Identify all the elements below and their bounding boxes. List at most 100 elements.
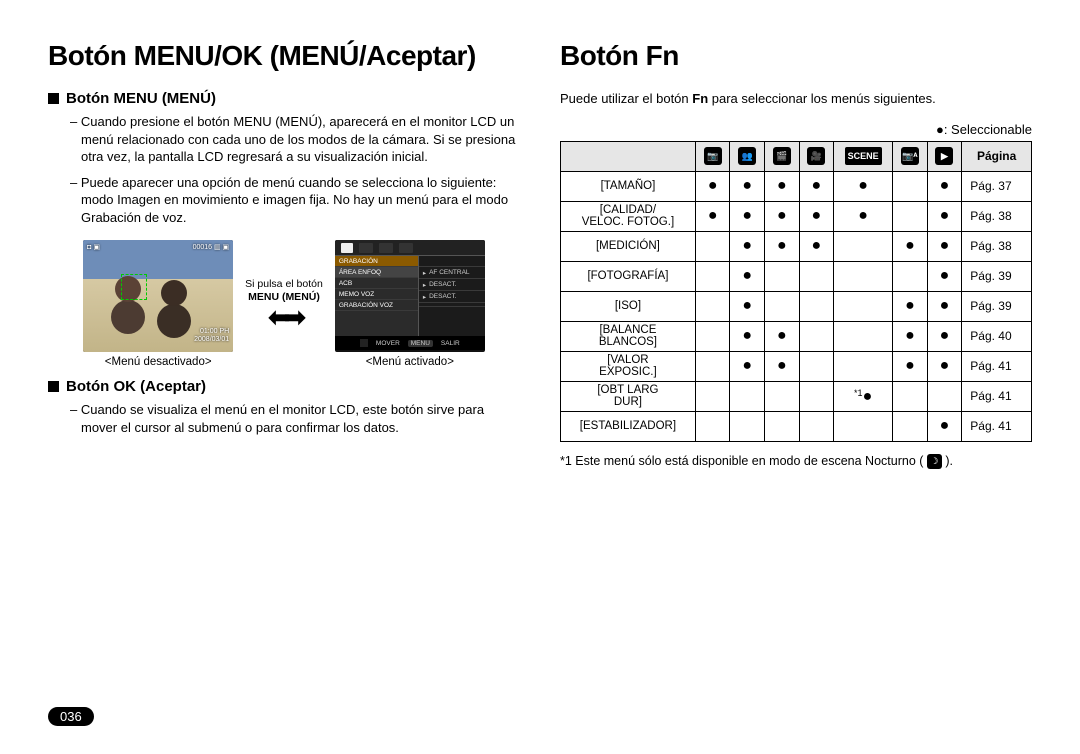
fn-cell: ●: [765, 201, 800, 231]
menu-row: ÁREA ENFOQ: [335, 267, 418, 278]
fn-page-cell: Pág. 41: [962, 381, 1032, 411]
fn-cell: [799, 321, 834, 351]
camera-icon: 📷: [704, 147, 722, 165]
fn-row-name: [VALOREXPOSIC.]: [561, 351, 696, 381]
fn-row: [CALIDAD/VELOC. FOTOG.]●●●●●●Pág. 38: [561, 201, 1032, 231]
left-title: Botón MENU/OK (MENÚ/Aceptar): [48, 40, 520, 72]
fn-cell: [695, 291, 730, 321]
fn-cell: [834, 261, 893, 291]
fn-cell: ●: [765, 171, 800, 201]
fn-row: [MEDICIÓN]●●●●●Pág. 38: [561, 231, 1032, 261]
movie-icon: 🎬: [773, 147, 791, 165]
dual-icon: 👥: [738, 147, 756, 165]
fn-mode-auto: 📷: [695, 141, 730, 171]
menu-header: [335, 240, 485, 256]
camera-tab-icon: [341, 243, 353, 253]
fn-cell: ●: [893, 291, 928, 321]
fn-row: [OBT LARGDUR]*1●Pág. 41: [561, 381, 1032, 411]
fn-cell: [893, 261, 928, 291]
page-number: 036: [48, 707, 94, 726]
menu-row: GRABACIÓN VOZ: [335, 300, 418, 311]
fn-cell: [695, 381, 730, 411]
fn-page-cell: Pág. 41: [962, 411, 1032, 441]
fn-mode-asr: 📷ᴬ: [893, 141, 928, 171]
lcd-top-right: 00016 ▥ ▣: [193, 243, 230, 251]
fn-row-name: [MEDICIÓN]: [561, 231, 696, 261]
menu-left-list: GRABACIÓN ÁREA ENFOQ ACB MEMO VOZ GRABAC…: [335, 256, 419, 336]
fn-table: 📷 👥 🎬 🎥 SCENE 📷ᴬ ▶ Página [TAMAÑO]●●●●●●…: [560, 141, 1032, 442]
menu-row: ACB: [335, 278, 418, 289]
lcd-on-block: GRABACIÓN ÁREA ENFOQ ACB MEMO VOZ GRABAC…: [335, 240, 485, 368]
fn-cell: [799, 351, 834, 381]
fn-cell: [834, 321, 893, 351]
menu-right-row: ▸DESACT.: [419, 279, 485, 291]
fn-cell: ●: [893, 231, 928, 261]
fn-mode-play: ▶: [927, 141, 962, 171]
fn-header-blank: [561, 141, 696, 171]
menu-title-row: GRABACIÓN: [335, 256, 418, 267]
fn-cell: ●: [927, 201, 962, 231]
fn-row-name: [OBT LARGDUR]: [561, 381, 696, 411]
fn-cell: [730, 381, 765, 411]
fn-cell: ●: [799, 201, 834, 231]
menu-tab-icon: [379, 243, 393, 253]
lcd-overlay: ◘ ▣ 00016 ▥ ▣ 01:00 PH 2008/03/01: [83, 240, 233, 352]
fn-cell: ●: [893, 321, 928, 351]
fn-mode-movie: 🎬: [765, 141, 800, 171]
manual-page: Botón MENU/OK (MENÚ/Aceptar) Botón MENU …: [48, 40, 1032, 469]
fn-table-body: [TAMAÑO]●●●●●●Pág. 37[CALIDAD/VELOC. FOT…: [561, 171, 1032, 441]
fn-row: [BALANCEBLANCOS]●●●●Pág. 40: [561, 321, 1032, 351]
fn-row-name: [ESTABILIZADOR]: [561, 411, 696, 441]
fn-cell: ●: [765, 321, 800, 351]
lcd-time: 01:00 PH: [194, 328, 229, 336]
lcd-menu-off: ◘ ▣ 00016 ▥ ▣ 01:00 PH 2008/03/01: [83, 240, 233, 352]
lcd-off-caption: <Menú desactivado>: [83, 356, 233, 368]
fn-mode-video: 🎥: [799, 141, 834, 171]
fn-cell: [799, 291, 834, 321]
lcd-menu-on: GRABACIÓN ÁREA ENFOQ ACB MEMO VOZ GRABAC…: [335, 240, 485, 352]
fn-header-page: Página: [962, 141, 1032, 171]
fn-cell: [834, 231, 893, 261]
fn-cell: [893, 201, 928, 231]
fn-cell: [695, 231, 730, 261]
fn-cell: ●: [730, 171, 765, 201]
fn-cell: ●: [927, 231, 962, 261]
fn-cell: [695, 351, 730, 381]
fn-cell: ●: [799, 171, 834, 201]
fn-intro: Puede utilizar el botón Fn para seleccio…: [560, 90, 1032, 108]
between-labels: Si pulsa el botón MENU (MENÚ) ⬅➡: [245, 278, 323, 330]
lcd-on-caption: <Menú activado>: [335, 356, 485, 368]
fn-header-row: 📷 👥 🎬 🎥 SCENE 📷ᴬ ▶ Página: [561, 141, 1032, 171]
fn-page-cell: Pág. 40: [962, 321, 1032, 351]
fn-cell: ●: [927, 291, 962, 321]
fn-page-cell: Pág. 39: [962, 261, 1032, 291]
fn-cell: [893, 171, 928, 201]
fn-cell: ●: [799, 231, 834, 261]
fn-row-name: [FOTOGRAFÍA]: [561, 261, 696, 291]
fn-cell: ●: [927, 351, 962, 381]
fn-cell: [695, 321, 730, 351]
menu-paragraph-1: – Cuando presione el botón MENU (MENÚ), …: [70, 113, 520, 166]
fn-cell: ●: [730, 231, 765, 261]
fn-cell: [799, 261, 834, 291]
fn-page-cell: Pág. 39: [962, 291, 1032, 321]
night-scene-icon: ☽: [927, 454, 942, 469]
menu-row: MEMO VOZ: [335, 289, 418, 300]
section-ok-heading: Botón OK (Aceptar): [48, 378, 520, 395]
video-icon: 🎥: [807, 147, 825, 165]
fn-cell: [834, 351, 893, 381]
fn-legend: ●: Seleccionable: [560, 122, 1032, 137]
ok-paragraph: – Cuando se visualiza el menú en el moni…: [70, 401, 520, 436]
double-arrow-icon: ⬅➡: [245, 304, 323, 330]
fn-cell: [893, 381, 928, 411]
fn-row: [VALOREXPOSIC.]●●●●Pág. 41: [561, 351, 1032, 381]
fn-row-name: [ISO]: [561, 291, 696, 321]
fn-row-name: [BALANCEBLANCOS]: [561, 321, 696, 351]
menu-tab-icon: [359, 243, 373, 253]
fn-cell: ●: [730, 351, 765, 381]
fn-cell: [765, 291, 800, 321]
fn-cell: ●: [730, 321, 765, 351]
lcd-screens-row: ◘ ▣ 00016 ▥ ▣ 01:00 PH 2008/03/01 <Menú …: [48, 240, 520, 368]
fn-cell: [695, 261, 730, 291]
lcd-bottom-right: 01:00 PH 2008/03/01: [194, 328, 229, 345]
